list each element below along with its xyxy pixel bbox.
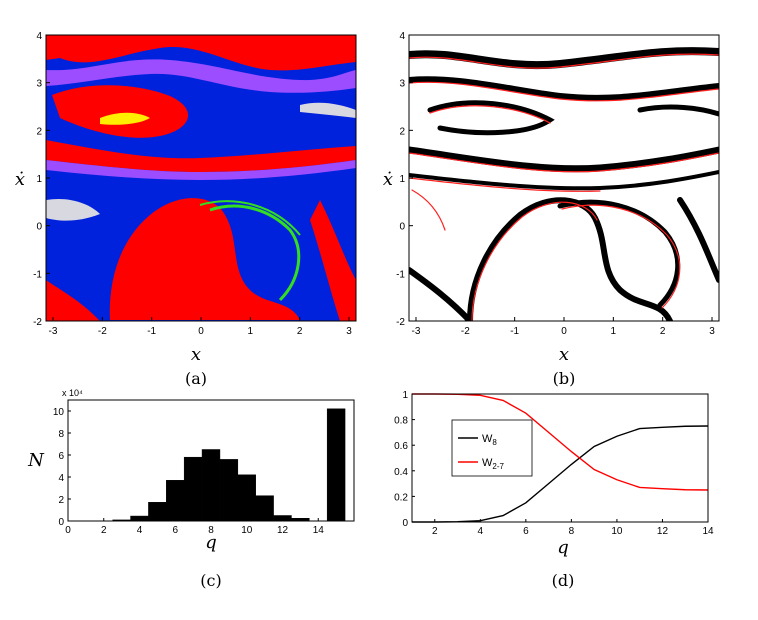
x-tick-label: 2	[297, 326, 303, 337]
x-tick-label: -3	[49, 326, 58, 337]
x-tick-label: 3	[346, 326, 352, 337]
y-tick-label: 0.6	[394, 441, 408, 452]
histogram-bar	[238, 475, 256, 521]
y-tick-label: 2	[58, 495, 64, 506]
scale-label-c: x 10⁴	[62, 388, 83, 398]
y-tick-label: 0	[36, 222, 42, 233]
caption-c: (c)	[200, 571, 221, 590]
y-tick-label: 1	[399, 174, 405, 185]
x-tick-label: 2	[660, 326, 666, 337]
y-tick-label: -2	[33, 317, 42, 328]
y-tick-label: 2	[36, 126, 42, 137]
y-tick-label: 0.2	[394, 492, 408, 503]
y-tick-label: 1	[36, 174, 42, 185]
x-tick-label: -1	[147, 326, 156, 337]
x-tick-label: 6	[523, 526, 529, 537]
histogram-bar	[256, 496, 274, 521]
stable-set-map-b	[409, 35, 719, 321]
y-tick-label: 3	[399, 79, 405, 90]
panel-d: 2 4 6 8 10 12 14 0 0.2 0.4 0.6 0.8 1 W8 W2-7 q (d)	[394, 390, 714, 590]
x-tick-label: 2	[101, 525, 107, 536]
caption-a: (a)	[185, 369, 207, 388]
y-tick-label: 4	[36, 31, 42, 42]
legend-d: W8 W2-7	[452, 420, 532, 476]
y-tick-label: 0.4	[394, 467, 408, 478]
y-tick-label: 0	[399, 222, 405, 233]
x-tick-label: 2	[432, 526, 438, 537]
y-tick-label: 2	[399, 126, 405, 137]
x-tick-label: 1	[248, 326, 254, 337]
x-tick-label: 0	[65, 525, 71, 536]
y-tick-label: -2	[396, 317, 405, 328]
y-tick-label: 0.8	[394, 416, 408, 427]
x-tick-label: 10	[611, 526, 623, 537]
x-tick-label: 14	[702, 526, 714, 537]
xlabel-a: x	[191, 344, 201, 365]
y-tick-label: 4	[399, 31, 405, 42]
x-tick-label: 3	[709, 326, 715, 337]
histogram-bar	[202, 450, 220, 522]
y-tick-label: 6	[58, 451, 64, 462]
x-tick-label: 8	[569, 526, 575, 537]
histogram-bar	[148, 502, 166, 521]
y-tick-label: 10	[53, 407, 65, 418]
y-tick-label: 0	[58, 517, 64, 528]
xlabel-b: x	[559, 344, 569, 365]
xlabel-c: q	[205, 532, 217, 553]
histogram-bar	[327, 409, 345, 521]
y-tick-label: 4	[58, 473, 64, 484]
caption-d: (d)	[552, 571, 575, 590]
x-tick-label: 1	[611, 326, 617, 337]
panel-b: -3 -2 -1 0 1 2 3 -2 -1 0 1 2 3 4 x ẋ (b)	[383, 31, 719, 388]
xlabel-d: q	[557, 537, 569, 558]
x-tick-label: 12	[277, 525, 289, 536]
x-tick-label: -3	[412, 326, 421, 337]
x-tick-label: -2	[98, 326, 107, 337]
x-tick-label: -2	[461, 326, 470, 337]
caption-b: (b)	[553, 369, 576, 388]
basin-map-a	[46, 35, 356, 321]
x-tick-label: 0	[198, 326, 204, 337]
y-tick-label: 1	[402, 390, 408, 401]
x-tick-label: 4	[478, 526, 484, 537]
x-tick-label: 6	[172, 525, 178, 536]
x-tick-label: 14	[313, 525, 325, 536]
line-plot-d: 2 4 6 8 10 12 14 0 0.2 0.4 0.6 0.8 1	[394, 390, 714, 537]
y-tick-label: 0	[402, 518, 408, 529]
y-tick-label: 8	[58, 429, 64, 440]
y-tick-label: -1	[33, 269, 42, 280]
ylabel-c: N	[27, 450, 45, 471]
y-tick-label: 3	[36, 79, 42, 90]
x-tick-label: -1	[510, 326, 519, 337]
ylabel-a: ẋ	[15, 169, 25, 190]
x-tick-label: 12	[657, 526, 669, 537]
x-tick-label: 0	[561, 326, 567, 337]
histogram-bar	[166, 480, 184, 521]
y-tick-label: -1	[396, 269, 405, 280]
x-tick-label: 10	[241, 525, 253, 536]
x-tick-label: 4	[137, 525, 143, 536]
histogram-bar	[220, 459, 238, 521]
ylabel-b: ẋ	[383, 169, 393, 190]
panel-a: -3 -2 -1 0 1 2 3 -2 -1 0 1 2 3 4 x ẋ (a)	[15, 31, 356, 388]
histogram-bar	[184, 457, 202, 521]
